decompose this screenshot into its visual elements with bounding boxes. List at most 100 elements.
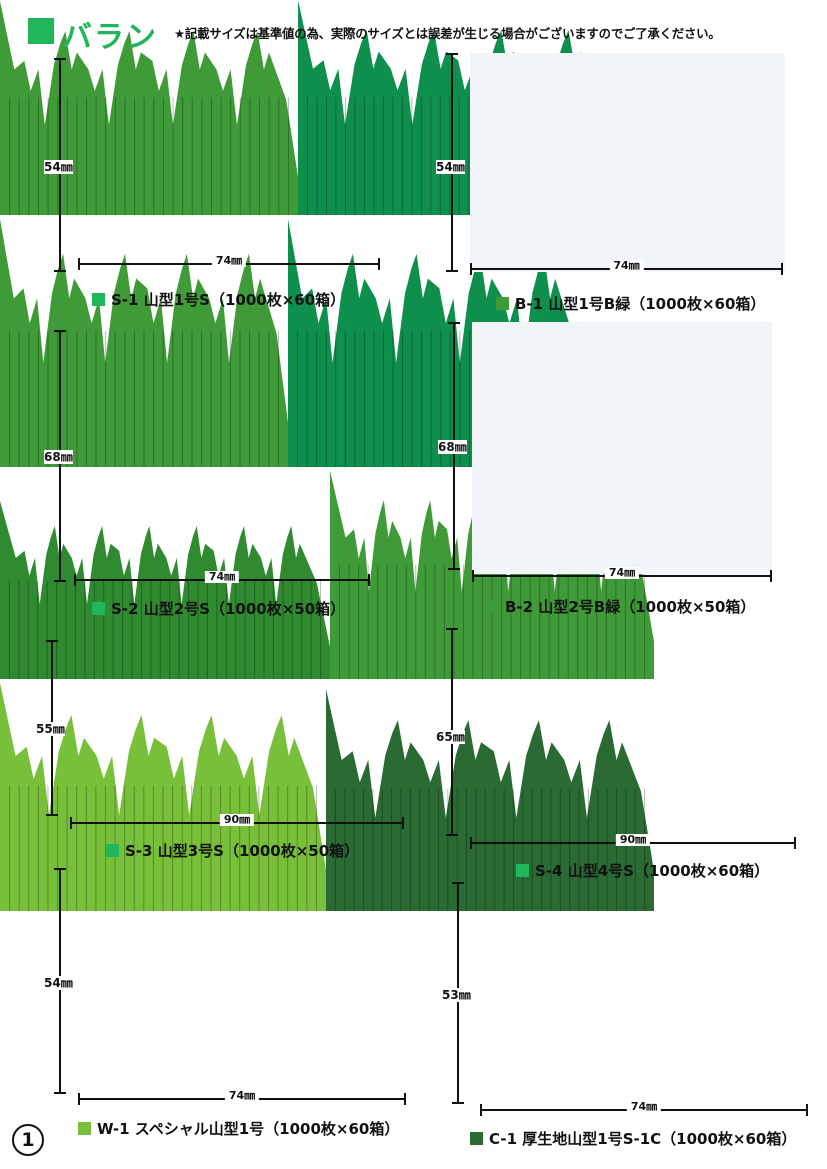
product-packing: （1000枚×50箱） (209, 600, 346, 618)
height-label: 54㎜ (44, 976, 73, 990)
dimension-cap (794, 837, 796, 849)
dimension-cap (446, 270, 458, 272)
dimension-cap (54, 330, 66, 332)
baran-grass-shape (326, 689, 654, 911)
product-name: 山型3号S (157, 842, 224, 860)
width-label: 74㎜ (609, 260, 644, 272)
dimension-cap (70, 817, 72, 829)
width-label: 74㎜ (626, 1101, 662, 1113)
baran-fill (0, 683, 326, 911)
product-caption: S-2 山型2号S（1000枚×50箱） (92, 598, 345, 619)
dimension-cap (448, 322, 460, 324)
baran-grass-shape (0, 219, 288, 467)
dimension-cap (452, 882, 464, 884)
image-background (470, 53, 785, 272)
dimension-cap (54, 270, 66, 272)
dimension-cap (448, 568, 460, 570)
dimension-cap (806, 1104, 808, 1116)
baran-grass-shape (0, 1, 298, 215)
product-code: S-3 (125, 842, 158, 860)
dimension-cap (78, 258, 80, 270)
dimension-cap (46, 814, 58, 816)
dimension-cap (378, 258, 380, 270)
dimension-cap (770, 570, 772, 582)
product-name: 厚生地山型1号S-1C (522, 1130, 662, 1148)
dimension-cap (480, 1104, 482, 1116)
product-caption: S-4 山型4号S（1000枚×60箱） (516, 860, 769, 881)
dimension-cap (781, 263, 783, 275)
dimension-cap (54, 868, 66, 870)
dimension-cap (54, 58, 66, 60)
width-label: 74㎜ (604, 567, 640, 579)
product-code: C-1 (489, 1130, 523, 1148)
dimension-cap (54, 580, 66, 582)
baran-fill (0, 501, 330, 679)
color-swatch-icon (486, 600, 499, 613)
height-label: 54㎜ (436, 160, 465, 174)
page-title: バラン (62, 20, 158, 55)
product-caption: W-1 スペシャル山型1号（1000枚×60箱） (78, 1118, 399, 1139)
product-packing: （1000枚×60箱） (630, 295, 766, 313)
product-caption: B-1 山型1号B緑（1000枚×60箱） (496, 293, 765, 314)
dimension-cap (452, 1102, 464, 1104)
baran-fill (326, 689, 654, 911)
color-swatch-icon (92, 293, 105, 306)
product-code: S-2 (111, 600, 144, 618)
dimension-cap (470, 263, 472, 275)
height-label: 55㎜ (36, 722, 65, 736)
dimension-cap (446, 53, 458, 55)
product-name: 山型1号B緑 (548, 295, 631, 313)
width-label: 90㎜ (615, 834, 651, 846)
product-caption: C-1 厚生地山型1号S-1C（1000枚×60箱） (470, 1128, 796, 1149)
product-code: S-4 (535, 862, 568, 880)
color-swatch-icon (496, 297, 509, 310)
height-label: 54㎜ (44, 160, 73, 174)
dimension-cap (446, 628, 458, 630)
baran-grass-shape (0, 683, 326, 911)
height-label: 65㎜ (436, 730, 465, 744)
baran-fill (0, 219, 288, 467)
product-caption: S-3 山型3号S（1000枚×50箱） (106, 840, 359, 861)
dimension-cap (404, 1093, 406, 1105)
page-header: バラン ★記載サイズは基準値の為、実際のサイズとは誤差が生じる場合がございますの… (28, 12, 818, 55)
dimension-cap (470, 837, 472, 849)
product-name: スペシャル山型1号 (134, 1120, 265, 1138)
color-swatch-icon (470, 1132, 483, 1145)
height-label: 68㎜ (44, 450, 73, 464)
product-name: 山型4号S (567, 862, 634, 880)
product-packing: （1000枚×50箱） (620, 598, 756, 616)
dimension-cap (78, 1093, 80, 1105)
product-caption: B-2 山型2号B緑（1000枚×50箱） (486, 596, 755, 617)
product-packing: （1000枚×60箱） (264, 1120, 400, 1138)
dimension-cap (446, 834, 458, 836)
product-code: B-1 (515, 295, 549, 313)
dimension-cap (368, 574, 370, 586)
color-swatch-icon (78, 1122, 91, 1135)
product-code: S-1 (111, 291, 144, 309)
color-swatch-icon (92, 602, 105, 615)
product-name: 山型2号S (143, 600, 210, 618)
dimension-cap (54, 1092, 66, 1094)
baran-grass-shape (0, 501, 330, 679)
color-swatch-icon (516, 864, 529, 877)
dimension-cap (472, 570, 474, 582)
baran-fill (0, 1, 298, 215)
product-code: B-2 (505, 598, 539, 616)
dimension-cap (46, 640, 58, 642)
product-name: 山型2号B緑 (538, 598, 621, 616)
width-label: 74㎜ (211, 255, 247, 267)
width-label: 74㎜ (224, 1090, 260, 1102)
dimension-cap (74, 574, 76, 586)
width-label: 90㎜ (219, 814, 255, 826)
product-packing: （1000枚×50箱） (223, 842, 360, 860)
product-packing: （1000枚×60箱） (209, 291, 346, 309)
page-number-badge: 1 (12, 1124, 44, 1156)
title-square-icon (28, 18, 54, 44)
size-disclaimer: ★記載サイズは基準値の為、実際のサイズとは誤差が生じる場合がございますのでご了承… (174, 26, 721, 41)
width-label: 74㎜ (204, 571, 240, 583)
dimension-cap (402, 817, 404, 829)
product-caption: S-1 山型1号S（1000枚×60箱） (92, 289, 345, 310)
product-packing: （1000枚×60箱） (633, 862, 770, 880)
product-packing: （1000枚×60箱） (661, 1130, 797, 1148)
height-label: 53㎜ (442, 988, 471, 1002)
